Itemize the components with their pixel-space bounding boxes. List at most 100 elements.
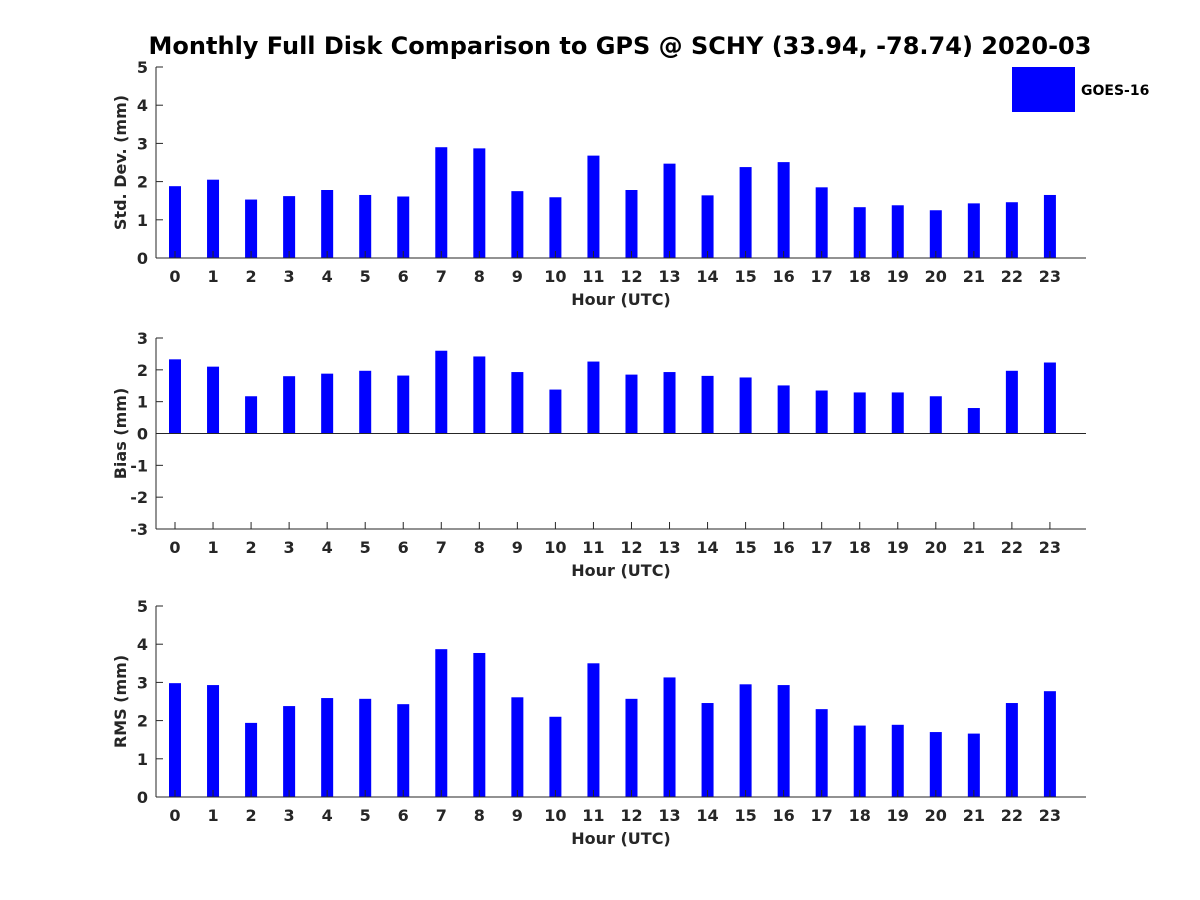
bar-std-dev-hour-19 — [891, 205, 904, 258]
y-axis-label: Std. Dev. (mm) — [111, 95, 130, 230]
bar-bias-hour-20 — [929, 396, 942, 434]
x-tick-label: 7 — [436, 267, 447, 286]
x-tick-label: 5 — [360, 267, 371, 286]
y-tick-label: 4 — [137, 96, 148, 115]
bar-bias-hour-11 — [587, 361, 600, 434]
x-tick-label: 1 — [207, 267, 218, 286]
bar-rms-hour-16 — [777, 685, 790, 797]
bar-rms-hour-2 — [245, 722, 258, 797]
bar-std-dev-hour-8 — [473, 148, 486, 258]
y-tick-label: 1 — [137, 211, 148, 230]
bar-bias-hour-10 — [549, 389, 562, 434]
bar-bias-hour-4 — [321, 373, 334, 434]
bar-std-dev-hour-20 — [929, 210, 942, 258]
bar-bias-hour-17 — [815, 390, 828, 434]
bar-bias-hour-13 — [663, 372, 676, 434]
bar-rms-hour-22 — [1005, 703, 1018, 797]
x-tick-label: 13 — [658, 267, 680, 286]
x-tick-label: 17 — [811, 538, 833, 557]
x-tick-label: 17 — [811, 267, 833, 286]
x-tick-label: 4 — [322, 538, 333, 557]
bar-rms-hour-11 — [587, 663, 600, 797]
x-tick-label: 23 — [1039, 267, 1061, 286]
x-tick-label: 18 — [849, 806, 871, 825]
bar-rms-hour-19 — [891, 724, 904, 797]
x-tick-label: 21 — [963, 267, 985, 286]
bar-rms-hour-23 — [1043, 691, 1056, 797]
x-tick-label: 20 — [925, 267, 947, 286]
y-tick-label: 5 — [137, 58, 148, 77]
x-tick-label: 3 — [284, 267, 295, 286]
x-axis-label: Hour (UTC) — [571, 561, 671, 580]
bar-rms-hour-8 — [473, 652, 486, 797]
legend-label: GOES-16 — [1081, 83, 1149, 99]
bar-rms-hour-5 — [359, 698, 372, 797]
bar-bias-hour-7 — [435, 350, 448, 434]
bar-std-dev-hour-17 — [815, 187, 828, 258]
x-tick-label: 12 — [620, 267, 642, 286]
x-tick-label: 7 — [436, 538, 447, 557]
bar-rms-hour-1 — [207, 685, 220, 797]
bar-bias-hour-3 — [283, 376, 296, 434]
bar-std-dev-hour-21 — [967, 203, 980, 258]
x-tick-label: 19 — [887, 267, 909, 286]
bar-rms-hour-0 — [169, 683, 181, 797]
y-tick-label: 5 — [137, 597, 148, 616]
x-tick-label: 7 — [436, 806, 447, 825]
bar-rms-hour-20 — [929, 732, 942, 797]
x-tick-label: 23 — [1039, 538, 1061, 557]
bar-std-dev-hour-11 — [587, 155, 600, 258]
x-tick-label: 6 — [398, 806, 409, 825]
x-tick-label: 15 — [734, 267, 756, 286]
x-tick-label: 10 — [544, 806, 566, 825]
bar-bias-hour-5 — [359, 370, 372, 434]
x-tick-label: 2 — [246, 806, 257, 825]
y-axis-label: Bias (mm) — [111, 388, 130, 480]
bar-std-dev-hour-13 — [663, 163, 676, 258]
bar-bias-hour-19 — [891, 392, 904, 434]
bar-rms-hour-15 — [739, 684, 752, 797]
x-tick-label: 19 — [887, 806, 909, 825]
bar-rms-hour-17 — [815, 709, 828, 797]
bar-rms-hour-10 — [549, 716, 562, 797]
y-tick-label: 4 — [137, 635, 148, 654]
x-tick-label: 6 — [398, 267, 409, 286]
bar-rms-hour-7 — [435, 649, 448, 797]
x-tick-label: 19 — [887, 538, 909, 557]
bar-bias-hour-16 — [777, 385, 790, 434]
y-tick-label: -3 — [130, 520, 148, 539]
bar-std-dev-hour-10 — [549, 197, 562, 258]
x-tick-label: 14 — [696, 538, 718, 557]
x-tick-label: 21 — [963, 806, 985, 825]
bar-std-dev-hour-15 — [739, 167, 752, 258]
bar-bias-hour-1 — [207, 366, 220, 434]
x-tick-label: 21 — [963, 538, 985, 557]
x-tick-label: 15 — [734, 806, 756, 825]
bar-bias-hour-18 — [853, 392, 866, 434]
x-tick-label: 13 — [658, 538, 680, 557]
bar-std-dev-hour-23 — [1043, 194, 1056, 258]
x-tick-label: 13 — [658, 806, 680, 825]
y-tick-label: -2 — [130, 488, 148, 507]
x-tick-label: 4 — [322, 267, 333, 286]
bar-rms-hour-4 — [321, 698, 334, 797]
bar-std-dev-hour-12 — [625, 190, 638, 258]
x-tick-label: 2 — [246, 267, 257, 286]
x-tick-label: 9 — [512, 806, 523, 825]
x-tick-label: 6 — [398, 538, 409, 557]
bar-rms-hour-21 — [967, 733, 980, 797]
bar-std-dev-hour-0 — [169, 186, 181, 258]
x-tick-label: 16 — [773, 538, 795, 557]
x-tick-label: 11 — [582, 267, 604, 286]
bar-bias-hour-22 — [1005, 370, 1018, 434]
bar-rms-hour-3 — [283, 706, 296, 797]
x-tick-label: 0 — [169, 806, 180, 825]
bar-std-dev-hour-4 — [321, 190, 334, 258]
x-tick-label: 14 — [696, 806, 718, 825]
bar-bias-hour-15 — [739, 377, 752, 434]
y-tick-label: 2 — [137, 712, 148, 731]
